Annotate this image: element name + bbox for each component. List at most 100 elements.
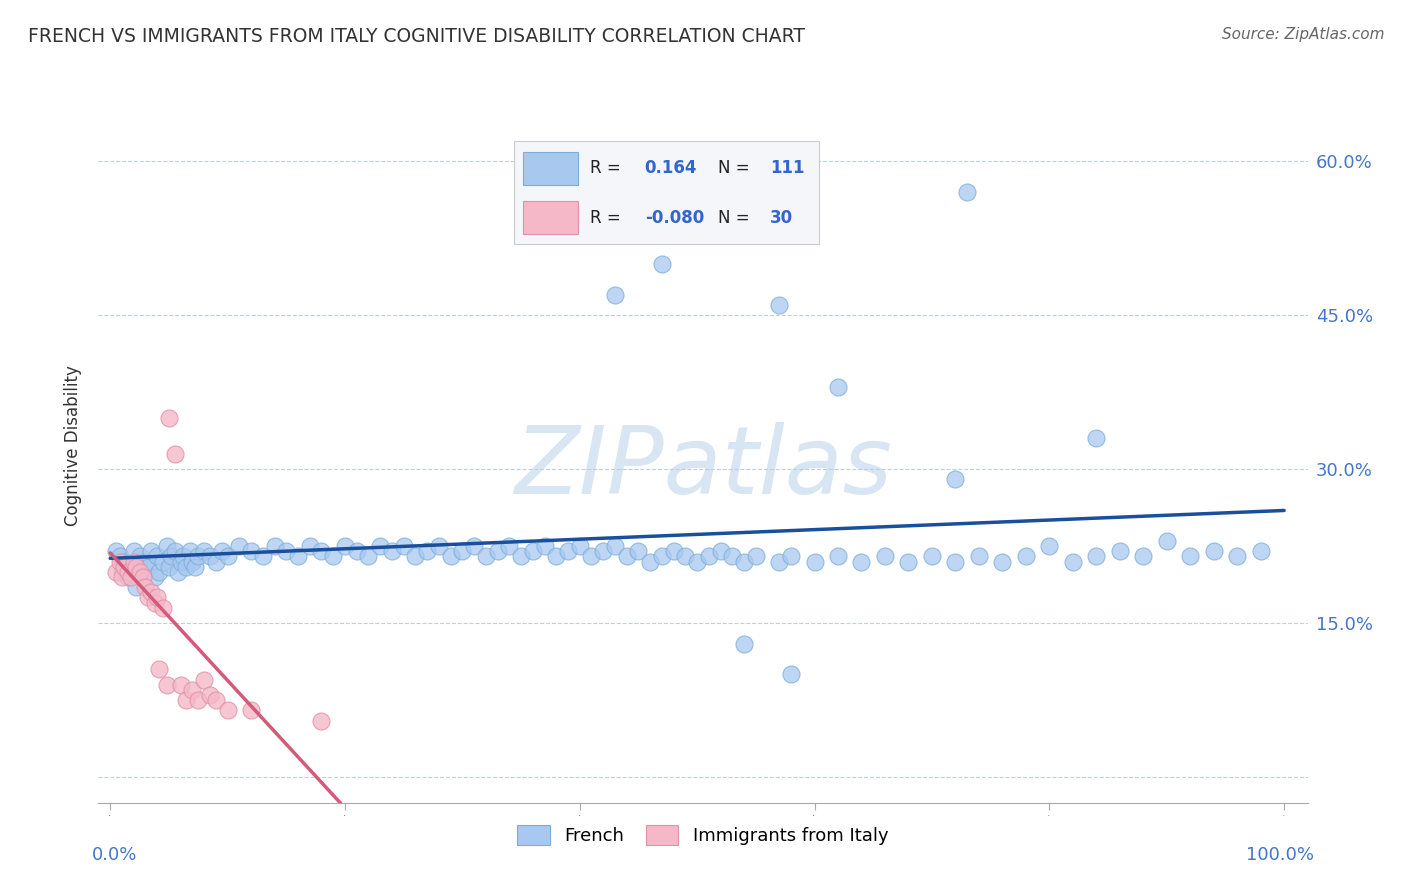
Point [125,580,148,594]
Point [921,549,943,564]
Point [827,549,849,564]
Point [627,544,650,558]
Point [1015,549,1038,564]
Point [463,539,485,553]
Point [498,539,520,553]
Point [1132,549,1154,564]
Point [157,410,180,425]
Point [163,544,186,558]
Point [181,682,204,697]
Text: -0.080: -0.080 [645,209,704,227]
Point [568,539,591,553]
Point [125,559,148,574]
Point [176,693,198,707]
Point [945,554,967,568]
Point [117,565,139,579]
Point [451,544,474,558]
Point [991,554,1014,568]
Point [176,559,198,574]
Text: N =: N = [718,209,749,227]
Point [105,565,128,579]
Point [546,549,568,564]
Point [112,554,135,568]
Point [160,549,183,564]
Point [187,693,209,707]
Point [638,554,661,568]
Point [204,554,226,568]
Point [686,554,709,568]
Point [141,585,163,599]
Point [128,565,150,579]
Point [298,539,321,553]
Point [780,667,803,681]
Point [557,544,579,558]
Point [311,544,333,558]
Point [136,559,159,574]
Point [167,565,190,579]
Point [1085,431,1108,445]
Point [368,539,391,553]
Text: N =: N = [718,159,749,178]
Point [172,549,194,564]
Point [733,554,755,568]
Point [697,549,720,564]
Point [148,565,170,579]
Point [211,544,233,558]
Point [1180,549,1202,564]
Point [193,544,215,558]
Point [357,549,380,564]
Point [416,544,439,558]
Point [252,549,274,564]
Point [1085,549,1108,564]
Point [169,678,191,692]
Point [132,565,155,579]
Point [287,549,309,564]
Point [311,714,333,728]
Point [1108,544,1130,558]
Point [152,600,174,615]
Point [745,549,768,564]
Point [146,591,169,605]
Point [710,544,733,558]
Point [276,544,298,558]
Point [187,549,209,564]
Point [146,549,169,564]
Point [111,565,134,579]
Point [522,544,544,558]
Point [616,549,638,564]
Text: 0.164: 0.164 [645,159,697,178]
Point [427,539,450,553]
Point [120,559,142,574]
Point [134,554,156,568]
Point [392,539,415,553]
Point [181,554,204,568]
Point [122,554,145,568]
Point [108,549,131,564]
Bar [523,201,578,234]
Point [721,549,744,564]
Point [673,549,696,564]
Text: 100.0%: 100.0% [1246,846,1313,863]
Point [183,559,205,574]
Point [651,257,673,271]
Point [132,570,155,584]
Text: 111: 111 [770,159,804,178]
Legend: French, Immigrants from Italy: French, Immigrants from Italy [509,815,897,855]
Point [169,554,191,568]
Point [475,549,498,564]
Point [603,539,626,553]
Point [105,544,128,558]
Point [120,570,142,584]
Point [108,554,131,568]
Point [155,539,177,553]
Point [603,287,626,301]
Point [141,544,163,558]
Point [122,544,145,558]
Point [157,559,180,574]
Point [333,539,356,553]
Point [198,688,221,702]
Point [152,554,174,568]
Point [592,544,614,558]
Text: 30: 30 [770,209,793,227]
Text: R =: R = [589,209,620,227]
